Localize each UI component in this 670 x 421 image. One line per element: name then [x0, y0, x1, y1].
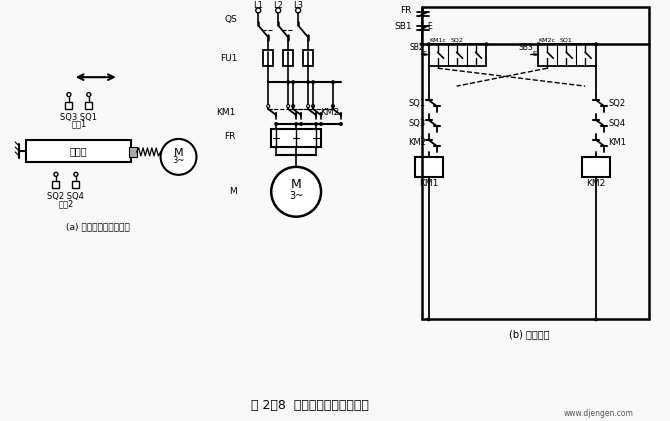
Circle shape: [54, 172, 58, 176]
Text: E: E: [532, 51, 536, 57]
Text: M: M: [291, 179, 302, 191]
Text: KM1: KM1: [419, 179, 438, 188]
Text: www.djengen.com: www.djengen.com: [564, 408, 634, 418]
Circle shape: [427, 317, 431, 321]
Circle shape: [312, 104, 315, 107]
Text: KM2: KM2: [407, 139, 425, 147]
Text: KM1: KM1: [216, 107, 235, 117]
Circle shape: [427, 42, 431, 46]
Bar: [66, 101, 72, 109]
Circle shape: [87, 93, 91, 96]
Text: FR: FR: [224, 133, 235, 141]
Circle shape: [161, 139, 196, 175]
Bar: [415, 157, 443, 177]
Text: SQ3 SQ1: SQ3 SQ1: [60, 112, 97, 122]
Text: E: E: [422, 51, 427, 57]
Circle shape: [306, 80, 310, 84]
Circle shape: [314, 122, 318, 126]
Circle shape: [299, 122, 303, 126]
Circle shape: [331, 80, 335, 84]
Text: KM1: KM1: [608, 139, 626, 147]
Text: FU1: FU1: [220, 54, 237, 63]
Text: (b) 控制线路: (b) 控制线路: [509, 329, 549, 339]
Bar: [263, 50, 273, 66]
Text: M: M: [174, 148, 184, 158]
Text: SQ1: SQ1: [560, 38, 573, 43]
Bar: [52, 181, 60, 188]
Text: 3~: 3~: [289, 191, 304, 201]
Circle shape: [74, 172, 78, 176]
Bar: [271, 129, 321, 147]
Text: KM2c: KM2c: [539, 38, 556, 43]
Text: (a) 工作自动循环示意图: (a) 工作自动循环示意图: [66, 222, 130, 231]
Text: 位置1: 位置1: [71, 120, 86, 128]
Text: KM1c: KM1c: [429, 38, 446, 43]
Text: FR: FR: [401, 6, 412, 15]
Bar: [582, 157, 610, 177]
Circle shape: [484, 42, 488, 46]
Text: SQ3: SQ3: [409, 118, 425, 128]
Circle shape: [286, 80, 290, 84]
Circle shape: [67, 93, 71, 96]
Circle shape: [271, 167, 321, 217]
Bar: [85, 101, 92, 109]
Circle shape: [267, 104, 270, 107]
Text: 工作台: 工作台: [69, 146, 86, 156]
Circle shape: [594, 42, 598, 46]
Text: SB1: SB1: [394, 22, 412, 31]
Bar: [283, 50, 293, 66]
Text: E: E: [427, 22, 432, 31]
Text: 3~: 3~: [172, 156, 185, 165]
Text: SQ2 SQ4: SQ2 SQ4: [48, 192, 84, 201]
Circle shape: [287, 104, 289, 107]
Bar: [26, 140, 131, 162]
Text: KM2: KM2: [586, 179, 606, 188]
Circle shape: [536, 42, 540, 46]
Circle shape: [332, 104, 334, 107]
Circle shape: [419, 42, 423, 46]
Text: M: M: [230, 187, 237, 196]
Bar: [72, 181, 79, 188]
Circle shape: [291, 80, 295, 84]
Bar: [303, 50, 313, 66]
Text: SQ2: SQ2: [450, 38, 463, 43]
Text: 图 2－8  自动循环往复控制线路: 图 2－8 自动循环往复控制线路: [251, 399, 369, 412]
Circle shape: [275, 8, 281, 13]
Text: 位置2: 位置2: [58, 199, 74, 208]
Text: SQ2: SQ2: [608, 99, 625, 108]
Circle shape: [311, 80, 315, 84]
Text: L2: L2: [273, 1, 283, 10]
Circle shape: [594, 317, 598, 321]
Circle shape: [295, 8, 301, 13]
Circle shape: [307, 104, 310, 107]
Text: L3: L3: [293, 1, 303, 10]
Text: QS: QS: [224, 15, 237, 24]
Circle shape: [274, 122, 278, 126]
Text: SB2: SB2: [409, 43, 423, 52]
Circle shape: [256, 8, 261, 13]
Circle shape: [291, 104, 295, 107]
Text: SQ4: SQ4: [608, 118, 625, 128]
Circle shape: [294, 122, 298, 126]
Text: L1: L1: [253, 1, 263, 10]
Circle shape: [339, 122, 343, 126]
Bar: [129, 147, 137, 157]
Text: SQ1: SQ1: [409, 99, 425, 108]
Circle shape: [319, 122, 323, 126]
Text: KM2: KM2: [320, 107, 339, 117]
Text: SB3: SB3: [519, 43, 533, 52]
